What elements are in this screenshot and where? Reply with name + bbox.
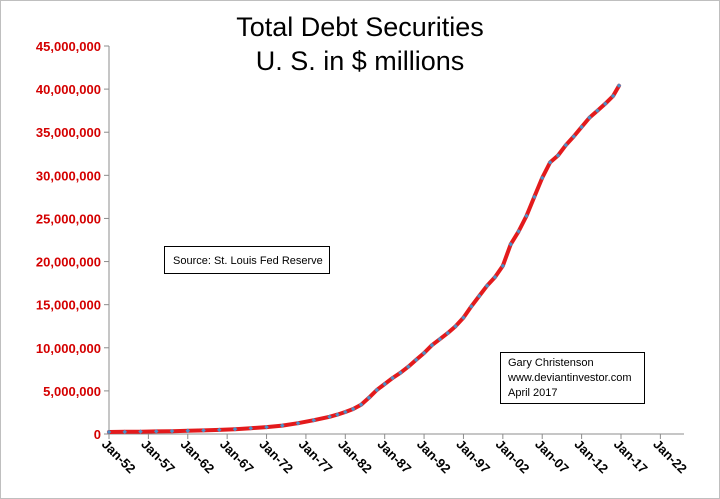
y-tick-label: 30,000,000: [36, 168, 101, 183]
x-tick-label: Jan-82: [335, 437, 375, 477]
data-point-marker: [413, 357, 419, 363]
data-point-marker: [217, 427, 222, 433]
data-point-marker: [248, 425, 254, 431]
data-point-marker: [311, 417, 317, 423]
data-point-marker: [264, 424, 269, 430]
x-tick-label: Jan-62: [178, 437, 218, 477]
data-point-marker: [169, 428, 175, 434]
data-point-marker: [484, 283, 490, 288]
author-annotation: Gary Christenson www.deviantinvestor.com…: [500, 352, 645, 404]
data-point-marker: [500, 263, 506, 269]
data-point-marker: [469, 304, 474, 309]
data-point-marker: [382, 381, 387, 387]
data-point-marker: [335, 412, 340, 417]
data-point-marker: [398, 370, 403, 376]
author-date: April 2017: [508, 387, 558, 399]
data-point-marker: [327, 414, 332, 420]
data-point-marker: [138, 429, 143, 434]
data-point-marker: [453, 323, 458, 329]
data-point-marker: [445, 330, 450, 336]
y-tick-label: 15,000,000: [36, 298, 101, 313]
x-tick-label: Jan-72: [256, 437, 296, 477]
x-tick-label: Jan-02: [493, 437, 533, 477]
data-point-marker: [295, 420, 301, 426]
source-annotation: Source: St. Louis Fed Reserve: [164, 246, 330, 274]
y-tick-label: 0: [94, 427, 101, 442]
x-tick-label: Jan-17: [611, 437, 651, 477]
x-tick-label: Jan-22: [650, 437, 690, 477]
data-point-marker: [374, 387, 380, 393]
chart-title-block: Total Debt Securities U. S. in $ million…: [170, 10, 550, 78]
y-tick-label: 25,000,000: [36, 211, 101, 226]
data-point-marker: [201, 428, 206, 433]
data-point-marker: [437, 336, 443, 342]
x-tick-label: Jan-67: [217, 437, 257, 477]
y-tick-label: 5,000,000: [43, 384, 101, 399]
x-tick-label: Jan-52: [99, 437, 139, 477]
data-point-marker: [406, 364, 411, 370]
x-tick-label: Jan-07: [532, 437, 572, 477]
y-tick-label: 20,000,000: [36, 255, 101, 270]
data-point-marker: [390, 375, 395, 381]
data-point-marker: [429, 342, 435, 348]
x-tick-label: Jan-57: [138, 437, 178, 477]
author-name: Gary Christenson: [508, 357, 594, 369]
data-point-marker: [106, 429, 112, 435]
x-tick-label: Jan-97: [453, 437, 493, 477]
x-tick-label: Jan-77: [296, 437, 336, 477]
data-point-marker: [366, 395, 372, 401]
data-point-marker: [461, 315, 466, 320]
y-tick-label: 35,000,000: [36, 125, 101, 140]
author-website: www.deviantinvestor.com: [508, 372, 632, 384]
data-point-marker: [492, 274, 498, 280]
chart-subtitle: U. S. in $ millions: [255, 46, 465, 76]
x-tick-label: Jan-92: [414, 437, 454, 477]
debt-series-line: [107, 83, 621, 434]
data-point-marker: [421, 350, 427, 356]
x-tick-label: Jan-87: [375, 437, 415, 477]
data-point-marker: [476, 293, 482, 299]
data-point-marker: [232, 426, 238, 432]
data-point-marker: [343, 409, 348, 415]
y-tick-label: 45,000,000: [36, 39, 101, 54]
data-point-marker: [358, 402, 364, 407]
x-tick-label: Jan-12: [571, 437, 611, 477]
data-point-marker: [280, 423, 285, 428]
y-tick-label: 40,000,000: [36, 82, 101, 97]
chart-title: Total Debt Securities: [236, 12, 484, 42]
y-tick-label: 10,000,000: [36, 341, 101, 356]
data-point-marker: [350, 406, 356, 412]
